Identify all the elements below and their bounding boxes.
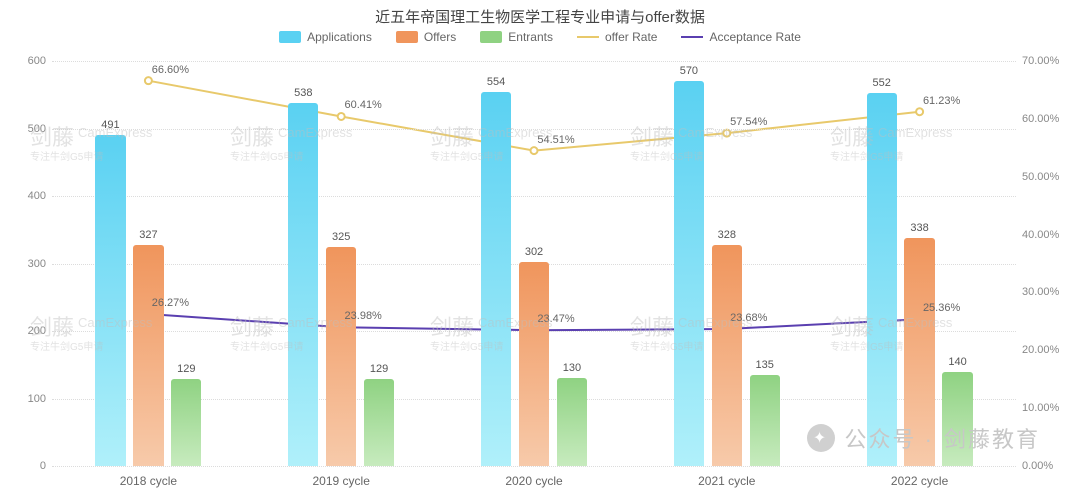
bar-applications <box>288 103 318 466</box>
legend-item-applications: Applications <box>279 30 372 44</box>
legend-label: Entrants <box>508 30 553 44</box>
y-left-tick-label: 400 <box>10 190 46 202</box>
line-label-acceptance_rate: 25.36% <box>923 302 960 314</box>
x-tick-label: 2021 cycle <box>698 474 755 488</box>
bar-applications <box>674 81 704 466</box>
legend-swatch-acceptance-rate <box>681 36 703 38</box>
gridline <box>52 466 1016 467</box>
bar-label-applications: 538 <box>294 87 312 99</box>
y-right-tick-label: 40.00% <box>1022 229 1074 241</box>
legend-swatch-offer-rate <box>577 36 599 38</box>
line-label-offer_rate: 60.41% <box>345 100 382 112</box>
y-left-tick-label: 600 <box>10 55 46 67</box>
line-label-offer_rate: 57.54% <box>730 116 767 128</box>
x-tick-label: 2019 cycle <box>313 474 370 488</box>
legend-item-offer-rate: offer Rate <box>577 30 657 44</box>
line-offer_rate <box>148 81 919 151</box>
attribution-name: 剑藤教育 <box>944 422 1040 454</box>
line-marker-offer_rate <box>723 130 730 137</box>
bar-label-applications: 570 <box>680 65 698 77</box>
bar-label-entrants: 135 <box>756 359 774 371</box>
legend-item-entrants: Entrants <box>480 30 553 44</box>
bar-label-offers: 325 <box>332 231 350 243</box>
y-left-tick-label: 300 <box>10 258 46 270</box>
legend-label: offer Rate <box>605 30 657 44</box>
gridline <box>52 61 1016 62</box>
y-left-tick-label: 200 <box>10 325 46 337</box>
y-right-tick-label: 20.00% <box>1022 344 1074 356</box>
bar-entrants <box>750 375 780 466</box>
bar-offers <box>519 262 549 466</box>
wechat-icon: ✦ <box>807 424 835 452</box>
x-tick-label: 2020 cycle <box>505 474 562 488</box>
bar-label-applications: 491 <box>101 119 119 131</box>
bar-label-entrants: 140 <box>948 356 966 368</box>
x-tick-label: 2022 cycle <box>891 474 948 488</box>
chart-container: 近五年帝国理工生物医学工程专业申请与offer数据 Applications O… <box>0 0 1080 502</box>
legend-item-acceptance-rate: Acceptance Rate <box>681 30 800 44</box>
bar-entrants <box>171 379 201 466</box>
bar-label-applications: 552 <box>872 77 890 89</box>
legend-label: Applications <box>307 30 372 44</box>
y-right-tick-label: 30.00% <box>1022 286 1074 298</box>
legend-label: Offers <box>424 30 456 44</box>
y-left-tick-label: 100 <box>10 393 46 405</box>
legend-swatch-entrants <box>480 31 502 43</box>
bar-label-applications: 554 <box>487 76 505 88</box>
y-right-tick-label: 0.00% <box>1022 460 1074 472</box>
bar-label-entrants: 129 <box>177 363 195 375</box>
x-tick-label: 2018 cycle <box>120 474 177 488</box>
bar-applications <box>95 135 125 466</box>
legend-swatch-applications <box>279 31 301 43</box>
line-label-offer_rate: 61.23% <box>923 95 960 107</box>
attribution: ✦ 公众号 · 剑藤教育 <box>807 422 1040 454</box>
bar-entrants <box>557 378 587 466</box>
bar-label-offers: 338 <box>910 222 928 234</box>
y-right-tick-label: 50.00% <box>1022 171 1074 183</box>
line-marker-offer_rate <box>338 113 345 120</box>
y-left-tick-label: 0 <box>10 460 46 472</box>
bar-label-entrants: 130 <box>563 362 581 374</box>
y-right-tick-label: 60.00% <box>1022 113 1074 125</box>
bar-offers <box>712 245 742 466</box>
line-label-acceptance_rate: 23.68% <box>730 312 767 324</box>
legend-swatch-offers <box>396 31 418 43</box>
y-left-tick-label: 500 <box>10 123 46 135</box>
line-marker-offer_rate <box>145 77 152 84</box>
line-label-acceptance_rate: 23.98% <box>345 310 382 322</box>
attribution-prefix: 公众号 · <box>845 422 934 454</box>
chart-title: 近五年帝国理工生物医学工程专业申请与offer数据 <box>0 6 1080 27</box>
bar-offers <box>133 245 163 466</box>
bar-applications <box>481 92 511 466</box>
bar-entrants <box>364 379 394 466</box>
bar-offers <box>326 247 356 466</box>
legend: Applications Offers Entrants offer Rate … <box>0 30 1080 44</box>
bar-label-entrants: 129 <box>370 363 388 375</box>
y-right-tick-label: 70.00% <box>1022 55 1074 67</box>
bar-label-offers: 327 <box>139 229 157 241</box>
line-marker-offer_rate <box>916 108 923 115</box>
line-label-acceptance_rate: 23.47% <box>537 313 574 325</box>
y-right-tick-label: 10.00% <box>1022 402 1074 414</box>
line-label-offer_rate: 66.60% <box>152 64 189 76</box>
legend-label: Acceptance Rate <box>709 30 800 44</box>
line-label-offer_rate: 54.51% <box>537 134 574 146</box>
bar-label-offers: 328 <box>718 229 736 241</box>
plot-area: 01002003004005006000.00%10.00%20.00%30.0… <box>52 60 1016 466</box>
line-marker-offer_rate <box>531 147 538 154</box>
line-label-acceptance_rate: 26.27% <box>152 297 189 309</box>
bar-applications <box>867 93 897 466</box>
legend-item-offers: Offers <box>396 30 456 44</box>
bar-label-offers: 302 <box>525 246 543 258</box>
